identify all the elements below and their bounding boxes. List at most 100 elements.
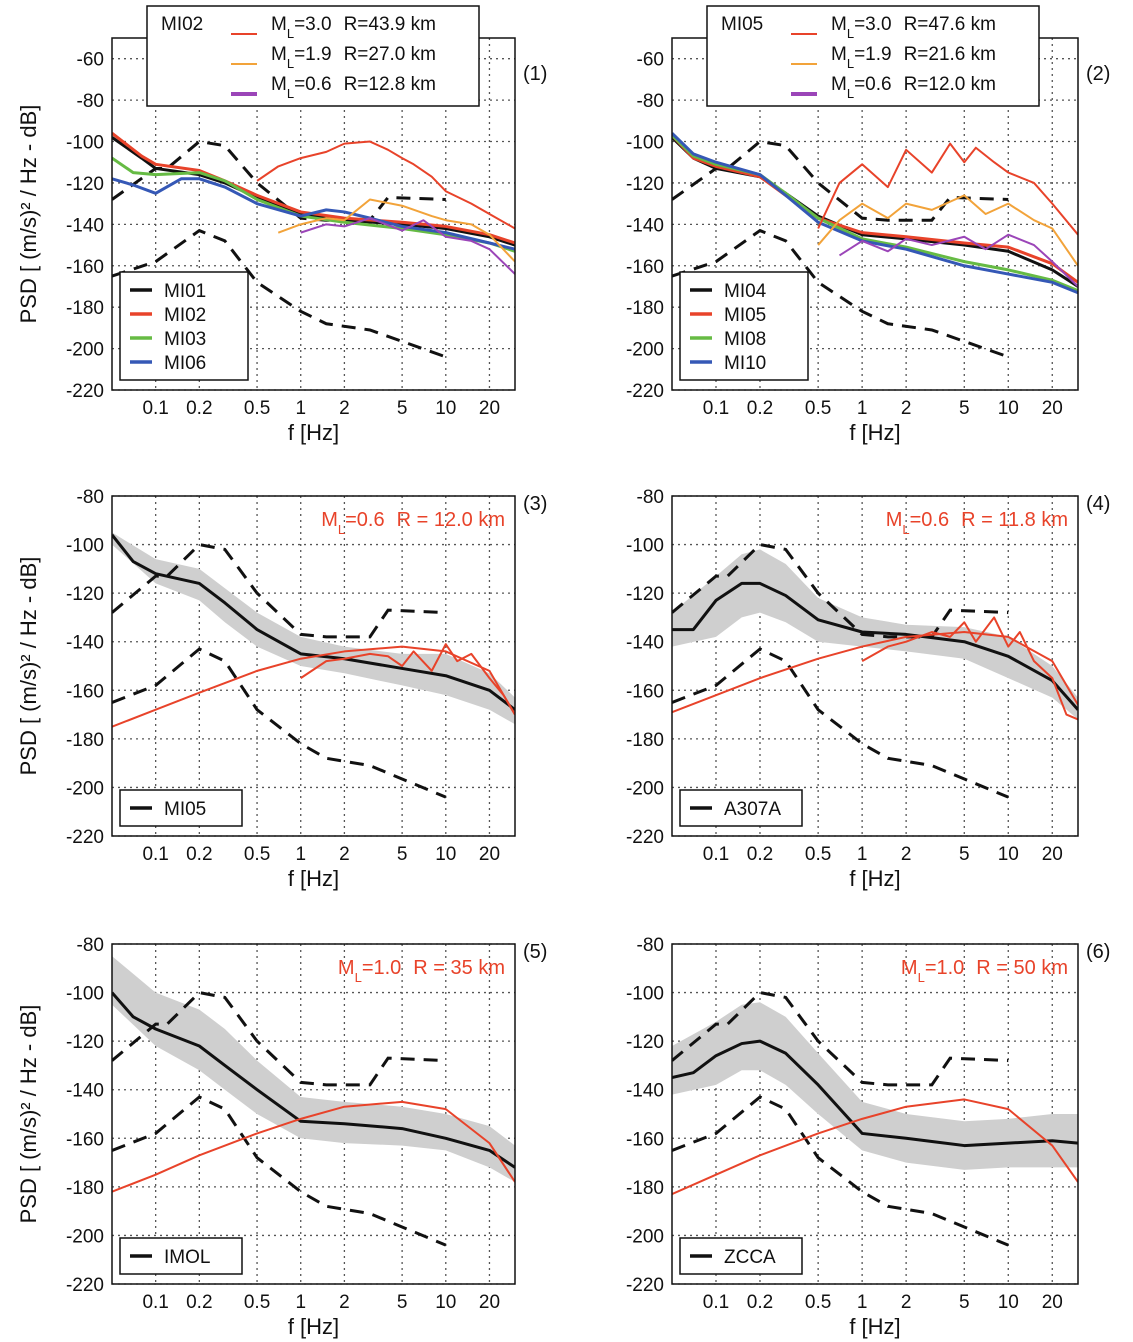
x-axis-label: f [Hz] <box>849 1314 900 1339</box>
x-tick-label: 2 <box>901 844 912 865</box>
x-tick-label: 1 <box>295 398 306 419</box>
noise-model-high <box>112 990 446 1087</box>
ml-subscript: L <box>338 522 345 537</box>
ml-subscript: L <box>355 970 362 985</box>
x-axis-label: f [Hz] <box>288 866 339 891</box>
plot-frame <box>111 943 516 1285</box>
y-tick-label: -200 <box>626 778 664 799</box>
y-tick-label: -220 <box>626 381 664 402</box>
y-tick-label: -120 <box>66 584 104 605</box>
ml-distance: R=12.8 km <box>344 74 436 95</box>
panel-number: (3) <box>523 493 547 515</box>
panel-4: 0.1 0.2 0.5 1 2 5 10 20 -80 -100 -120 -140 -160 -180 -… <box>626 487 1110 891</box>
ml-distance: R=47.6 km <box>904 14 996 35</box>
ml-subscript: L <box>287 26 294 41</box>
y-tick-label: -180 <box>66 298 104 319</box>
ml-distance: R = 11.8 km <box>961 509 1068 531</box>
ml-symbol: M <box>271 14 287 35</box>
x-tick-label: 10 <box>998 844 1019 865</box>
variability-band <box>112 956 515 1182</box>
y-tick-label: -160 <box>66 681 104 702</box>
event-magnitude-text: ML=1.9 R=27.0 km <box>271 44 436 71</box>
x-axis-label: f [Hz] <box>288 420 339 445</box>
series-line-3 <box>672 132 1078 295</box>
event-magnitude-text: ML=0.6 R=12.0 km <box>831 74 996 101</box>
noise-model-high <box>672 990 1009 1087</box>
y-tick-label: -200 <box>626 340 664 361</box>
ml-symbol: M <box>901 957 918 979</box>
plot-area <box>672 542 1078 799</box>
ml-value: =1.9 <box>854 44 892 65</box>
x-tick-label: 0.5 <box>244 398 270 419</box>
series-line-5 <box>277 198 515 263</box>
ml-symbol: M <box>271 74 287 95</box>
x-tick-label: 0.5 <box>805 844 831 865</box>
x-tick-label: 20 <box>479 398 500 419</box>
legend-label: MI06 <box>164 353 206 374</box>
x-tick-label: 0.5 <box>805 1292 831 1313</box>
ml-value: =0.6 <box>854 74 892 95</box>
x-tick-label: 0.1 <box>703 398 729 419</box>
event-magnitude-text: ML=3.0 R=47.6 km <box>831 14 996 41</box>
y-tick-label: -60 <box>637 50 664 71</box>
x-tick-label: 5 <box>959 398 970 419</box>
y-tick-label: -120 <box>626 1032 664 1053</box>
panel-number: (1) <box>523 63 547 85</box>
x-tick-label: 2 <box>339 398 350 419</box>
ml-value: =0.6 <box>345 509 384 531</box>
ml-symbol: M <box>831 44 847 65</box>
ml-subscript: L <box>287 86 294 101</box>
series-line-4 <box>817 142 1078 236</box>
legend-label: IMOL <box>164 1247 210 1268</box>
event-magnitude-text: ML=1.0 R = 35 km <box>338 957 505 985</box>
x-tick-label: 1 <box>295 1292 306 1313</box>
variability-band <box>672 1002 1078 1170</box>
variability-band <box>112 532 515 725</box>
ml-subscript: L <box>847 56 854 71</box>
event-legend-box <box>706 5 1040 107</box>
ml-symbol: M <box>338 957 355 979</box>
y-axis-label: PSD [ (m/s)² / Hz - dB] <box>16 557 41 776</box>
series-line-1 <box>112 645 515 728</box>
panel-1: 0.1 0.2 0.5 1 2 5 10 20 -60 -80 -100 -120 -140 -160 -1… <box>16 5 547 445</box>
legend-box <box>119 789 243 827</box>
y-tick-label: -120 <box>626 174 664 195</box>
y-tick-label: -160 <box>66 257 104 278</box>
noise-model-high <box>672 542 1009 639</box>
y-tick-label: -80 <box>637 935 664 956</box>
series-line-1 <box>672 1098 1078 1196</box>
event-legend-station: MI05 <box>721 14 763 35</box>
series-line-2 <box>672 134 1078 293</box>
ml-subscript: L <box>902 522 909 537</box>
y-tick-label: -80 <box>77 91 104 112</box>
y-tick-label: -220 <box>66 1275 104 1296</box>
ml-value: =0.6 <box>910 509 949 531</box>
ml-symbol: M <box>831 14 847 35</box>
y-tick-label: -180 <box>66 1178 104 1199</box>
y-tick-label: -180 <box>626 730 664 751</box>
y-tick-label: -140 <box>66 633 104 654</box>
x-tick-label: 10 <box>435 844 456 865</box>
legend-label: MI05 <box>724 305 766 326</box>
y-tick-label: -100 <box>66 536 104 557</box>
y-tick-label: -100 <box>66 984 104 1005</box>
y-tick-label: -120 <box>626 584 664 605</box>
y-tick-label: -200 <box>66 778 104 799</box>
ml-distance: R = 12.0 km <box>397 509 505 531</box>
station-legend: MI04 MI05 MI08 MI10 <box>679 271 809 381</box>
ml-symbol: M <box>321 509 338 531</box>
x-tick-label: 5 <box>397 398 408 419</box>
y-tick-label: -160 <box>626 257 664 278</box>
legend-label: MI05 <box>164 799 206 820</box>
y-tick-label: -80 <box>637 91 664 112</box>
legend-label: A307A <box>724 799 781 820</box>
ml-distance: R = 35 km <box>413 957 505 979</box>
y-tick-label: -140 <box>66 1081 104 1102</box>
ml-subscript: L <box>918 970 925 985</box>
ml-value: =3.0 <box>294 14 332 35</box>
x-tick-label: 10 <box>435 398 456 419</box>
ml-distance: R=12.0 km <box>904 74 996 95</box>
ml-symbol: M <box>831 74 847 95</box>
y-tick-label: -140 <box>626 633 664 654</box>
